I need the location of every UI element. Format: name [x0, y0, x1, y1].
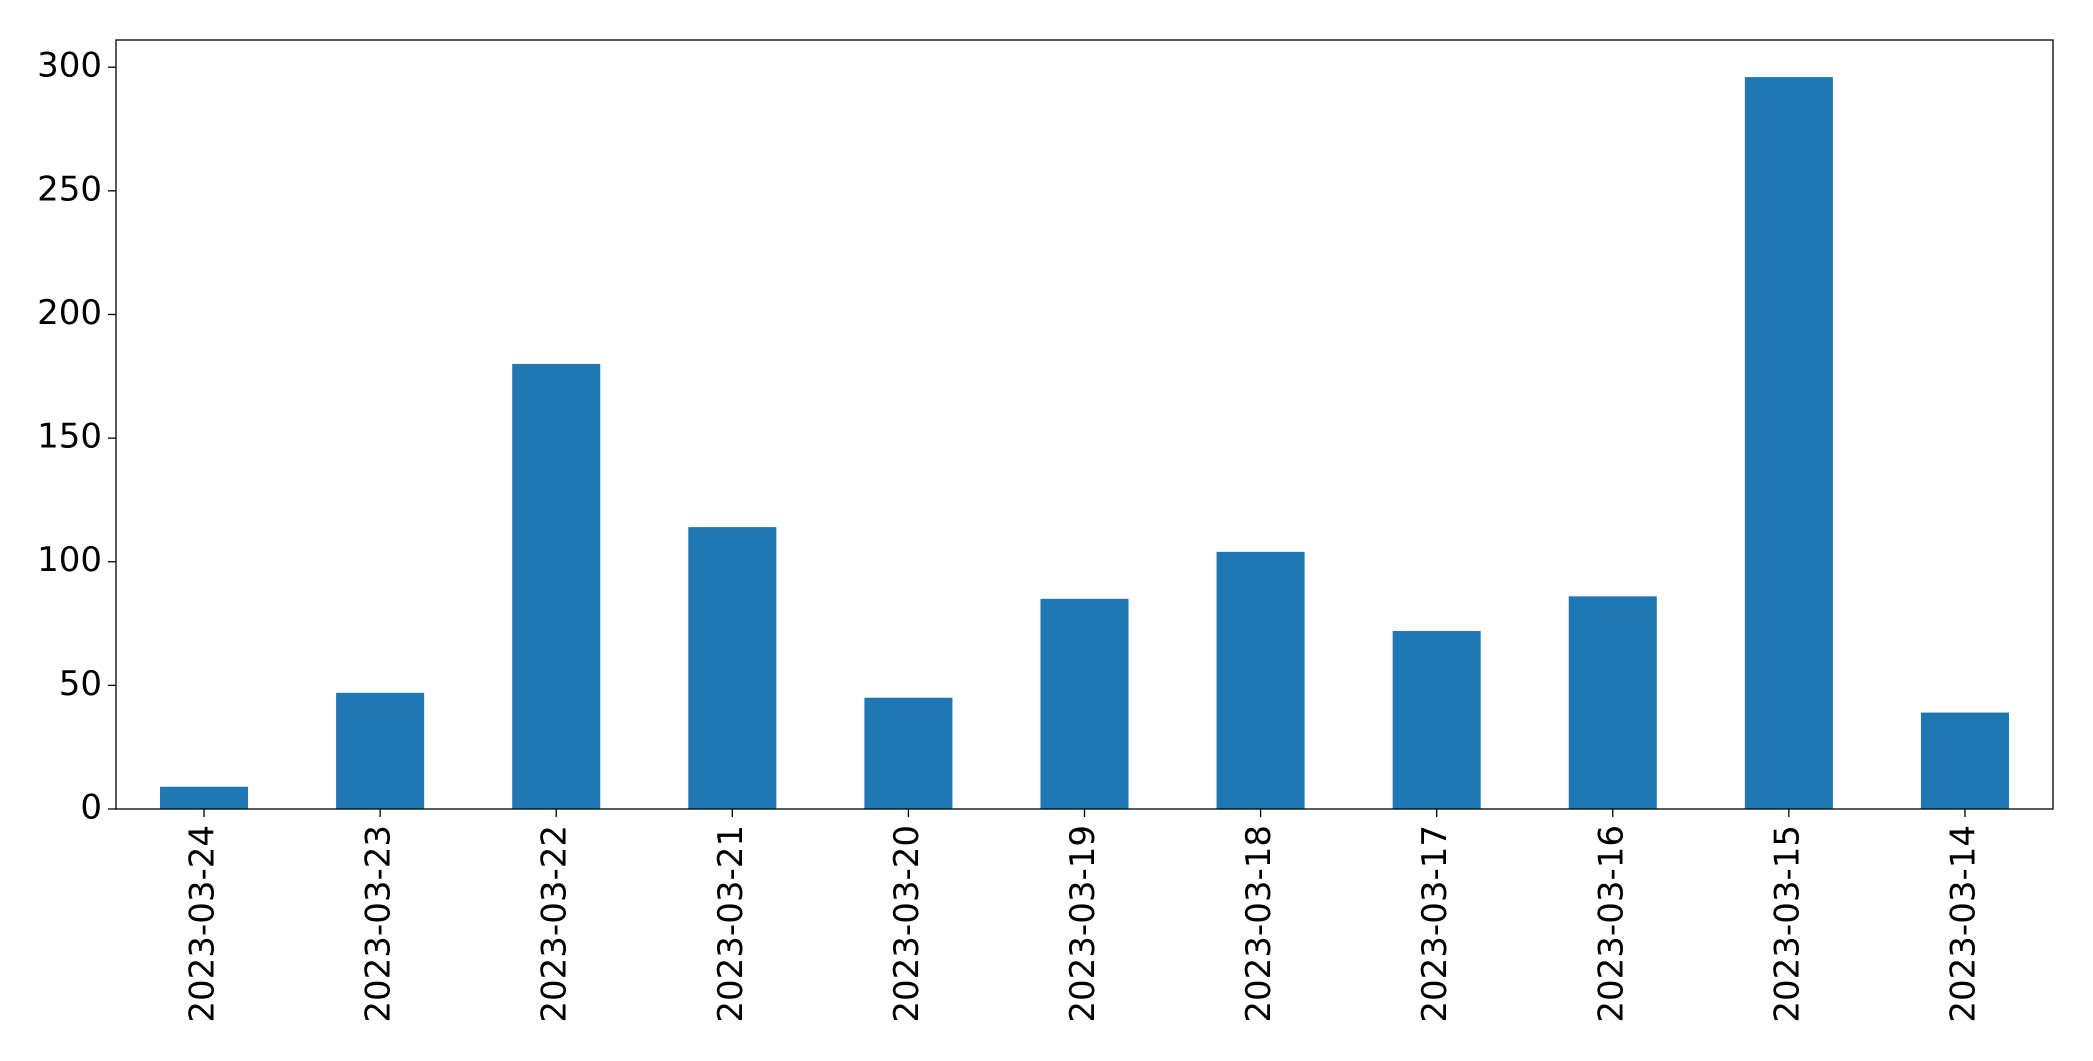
bar — [864, 697, 953, 809]
y-tick-label: 300 — [37, 46, 102, 86]
x-tick-label: 2023-03-23 — [359, 825, 399, 1023]
y-tick-label: 100 — [37, 540, 102, 580]
bar — [688, 527, 777, 809]
y-tick-label: 200 — [37, 293, 102, 333]
y-tick-label: 50 — [59, 664, 102, 704]
x-tick-label: 2023-03-14 — [1943, 825, 1983, 1023]
bar — [1920, 712, 2009, 809]
x-tick-label: 2023-03-20 — [887, 825, 927, 1023]
bar — [1392, 630, 1481, 809]
y-tick-label: 150 — [37, 417, 102, 457]
x-tick-label: 2023-03-15 — [1767, 825, 1807, 1023]
y-tick-label: 250 — [37, 169, 102, 209]
bar — [1040, 598, 1129, 809]
x-tick-label: 2023-03-18 — [1239, 825, 1279, 1023]
bar — [160, 786, 249, 809]
x-tick-label: 2023-03-21 — [711, 825, 751, 1023]
x-tick-label: 2023-03-24 — [183, 825, 223, 1023]
bar — [1216, 551, 1305, 809]
bar — [512, 363, 601, 809]
x-tick-label: 2023-03-17 — [1415, 825, 1455, 1023]
x-tick-label: 2023-03-16 — [1591, 825, 1631, 1023]
plot-frame — [115, 39, 2054, 810]
x-tick-label: 2023-03-22 — [535, 825, 575, 1023]
bar — [336, 692, 425, 809]
x-tick-label: 2023-03-19 — [1063, 825, 1103, 1023]
bar — [1744, 77, 1833, 810]
bar — [1568, 596, 1657, 809]
y-tick-label: 0 — [80, 788, 102, 828]
